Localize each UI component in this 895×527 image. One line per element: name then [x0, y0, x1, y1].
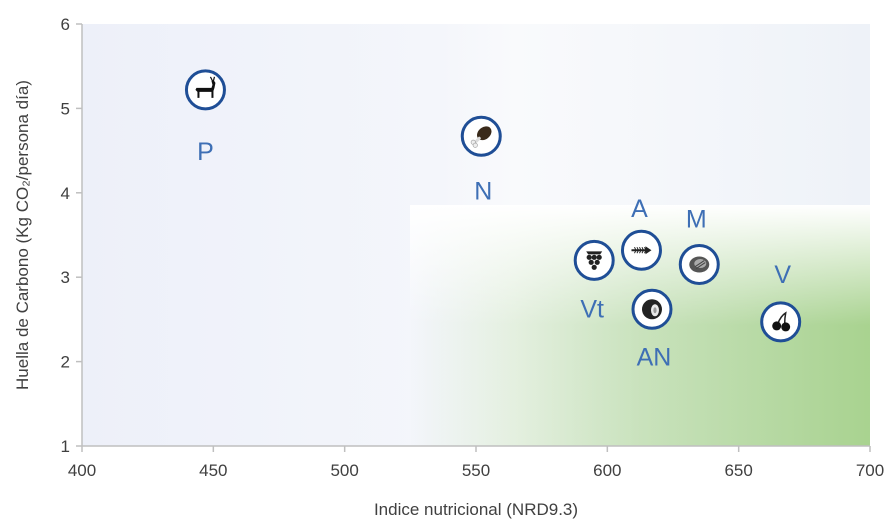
point-label: A: [631, 195, 648, 223]
data-point: N: [460, 115, 502, 205]
y-tick-label: 2: [61, 353, 70, 372]
axis-ticks: 400 450 500 550 600 650 700 1 2 3 4 5 6: [61, 15, 885, 480]
data-point: V: [760, 261, 802, 343]
x-tick-label: 600: [593, 461, 621, 480]
x-tick-label: 550: [462, 461, 490, 480]
point-label: M: [686, 206, 707, 234]
cherries-icon: [772, 311, 791, 332]
data-point: Vt: [573, 239, 615, 323]
point-label: Vt: [580, 295, 604, 323]
marker-ring: [760, 301, 802, 343]
nut-icon: [641, 299, 662, 320]
x-tick-label: 400: [68, 461, 96, 480]
point-label: N: [474, 177, 492, 205]
food-icon: [689, 256, 710, 273]
x-tick-label: 650: [724, 461, 752, 480]
y-tick-label: 5: [61, 99, 70, 118]
point-label: P: [197, 138, 214, 166]
data-point: P: [184, 69, 226, 166]
y-tick-label: 6: [61, 15, 70, 34]
data-point: M: [678, 206, 720, 286]
x-tick-label: 700: [856, 461, 884, 480]
x-axis-title: Indice nutricional (NRD9.3): [374, 500, 578, 519]
data-point: A: [620, 195, 662, 271]
chicken-leg-icon: [470, 126, 492, 148]
x-tick-label: 500: [330, 461, 358, 480]
grapes-icon: [586, 251, 603, 270]
y-tick-label: 1: [61, 437, 70, 456]
point-label: AN: [637, 343, 672, 371]
data-points: P N A Vt M AN V: [184, 69, 802, 371]
marker-ring: [573, 239, 615, 281]
point-label: V: [774, 261, 791, 289]
fish-icon: [631, 246, 652, 255]
y-tick-label: 4: [61, 184, 70, 203]
deer-icon: [195, 76, 216, 98]
y-tick-label: 3: [61, 268, 70, 287]
data-point: AN: [631, 288, 673, 371]
y-axis-title: Huella de Carbono (Kg CO₂/persona día): [13, 80, 32, 390]
x-tick-label: 450: [199, 461, 227, 480]
